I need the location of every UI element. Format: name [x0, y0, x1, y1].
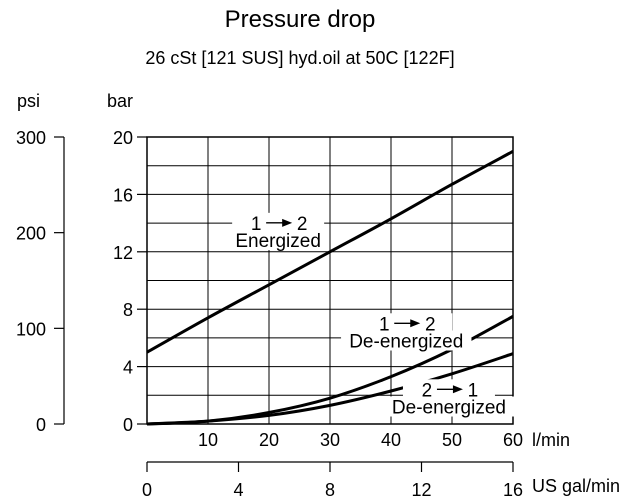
x-tick-label: 50	[442, 430, 462, 450]
psi-tick-label: 300	[16, 128, 46, 148]
y-axis-unit-bar: bar	[107, 91, 133, 111]
series-energized-1-2	[146, 150, 514, 354]
series-label-to: 2	[297, 214, 308, 235]
psi-tick-label: 100	[16, 319, 46, 339]
plot-frame	[146, 136, 514, 425]
x-tick-label: 20	[259, 430, 279, 450]
psi-tick-label: 0	[36, 415, 46, 435]
y-tick-label: 0	[123, 415, 133, 435]
series-label-to: 1	[468, 380, 479, 401]
series-label-state: De-energized	[392, 398, 506, 419]
x-axis-unit-gal: US gal/min	[532, 476, 620, 496]
gal-tick-label: 16	[503, 480, 523, 500]
x-tick-label: 40	[381, 430, 401, 450]
arrow-right-icon	[452, 385, 463, 394]
series-label-from: 2	[422, 380, 433, 401]
chart-title: Pressure drop	[224, 6, 376, 33]
x-tick-label: 30	[320, 430, 340, 450]
series-label-state: De-energized	[349, 332, 463, 353]
arrow-right-icon	[410, 319, 421, 328]
gal-tick-label: 12	[411, 480, 431, 500]
series-label-mask	[383, 396, 515, 417]
gal-tick-label: 0	[142, 480, 152, 500]
series-label-mask	[228, 230, 329, 251]
series-label-from: 1	[379, 314, 390, 335]
y-tick-label: 16	[113, 185, 133, 205]
series-label-state: Energized	[235, 231, 321, 252]
x-axis-unit-lmin: l/min	[532, 430, 570, 450]
y-tick-label: 20	[113, 128, 133, 148]
y-tick-label: 4	[123, 358, 133, 378]
x-tick-label: 60	[503, 430, 523, 450]
x-tick-label: 10	[198, 430, 218, 450]
y-tick-label: 8	[123, 300, 133, 320]
series-deenergized-2-1	[146, 352, 514, 426]
gal-tick-label: 8	[325, 480, 335, 500]
chart-subtitle: 26 cSt [121 SUS] hyd.oil at 50C [122F]	[145, 48, 455, 68]
y-axis-unit-psi: psi	[17, 91, 40, 111]
series-label-to: 2	[425, 314, 436, 335]
gal-tick-label: 4	[233, 480, 243, 500]
y-tick-label: 12	[113, 243, 133, 263]
psi-tick-label: 200	[16, 224, 46, 244]
series-label-from: 1	[251, 214, 262, 235]
arrow-right-icon	[282, 218, 293, 227]
series-label-mask	[341, 330, 472, 351]
